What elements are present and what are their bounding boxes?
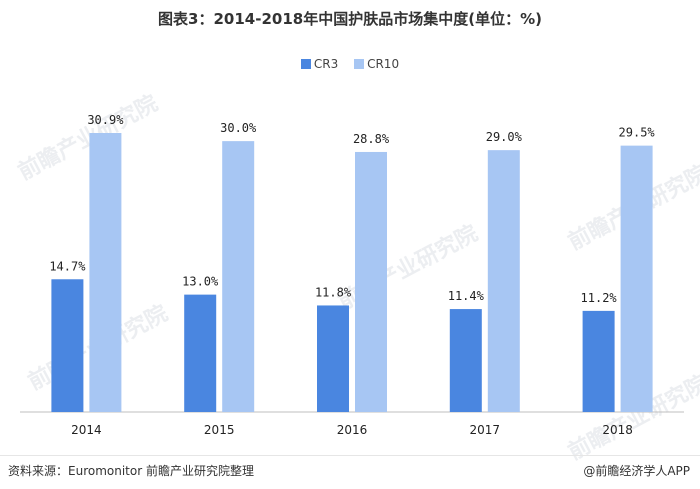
x-tick-label-2018: 2018 [602,423,633,437]
bar-cr3-2014 [51,279,84,412]
data-label-cr10-2014: 30.9% [87,113,124,127]
x-tick-label-2016: 2016 [337,423,368,437]
data-label-cr10-2015: 30.0% [220,121,257,135]
data-label-cr3-2015: 13.0% [182,275,219,289]
x-tick-label-2017: 2017 [470,423,501,437]
bar-cr10-2015 [222,141,255,412]
footer-divider [0,455,700,456]
bar-cr3-2015 [184,294,217,412]
bar-cr3-2017 [449,309,482,412]
chart-title: 图表3：2014-2018年中国护肤品市场集中度(单位：%) [158,10,542,28]
bar-cr10-2018 [620,145,653,412]
data-label-cr3-2014: 14.7% [49,259,86,273]
legend-label-cr3: CR3 [313,57,339,71]
data-label-cr3-2016: 11.8% [315,285,352,299]
data-label-cr10-2016: 28.8% [353,132,390,146]
source-note: 资料来源：Euromonitor 前瞻产业研究院整理 [8,464,254,478]
bar-cr10-2017 [487,150,520,412]
bar-cr10-2014 [89,133,122,412]
legend-label-cr10: CR10 [367,57,400,71]
data-label-cr3-2018: 11.2% [581,291,618,305]
legend-item-cr3: CR3 [300,57,339,71]
legend-item-cr10: CR10 [354,57,399,71]
x-tick-label-2015: 2015 [204,423,235,437]
legend-swatch-cr10 [354,59,365,69]
data-label-cr10-2018: 29.5% [619,126,656,140]
brand-credit: @前瞻经济学人APP [583,464,690,478]
data-label-cr10-2017: 29.0% [486,130,523,144]
bar-cr3-2016 [317,305,349,412]
bar-cr10-2016 [355,151,387,412]
legend: CR3 CR10 [0,57,700,71]
bar-cr3-2018 [582,310,615,412]
x-tick-label-2014: 2014 [71,423,102,437]
data-label-cr3-2017: 11.4% [448,289,485,303]
legend-swatch-cr3 [300,59,311,69]
